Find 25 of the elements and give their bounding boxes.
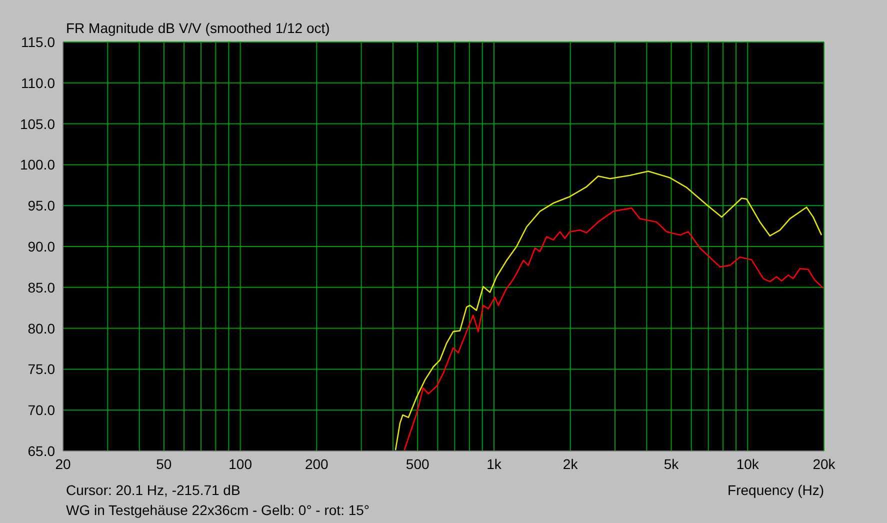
- y-tick-label: 65.0: [28, 442, 56, 459]
- x-tick-label: 10k: [736, 456, 760, 472]
- y-tick-label: 110.0: [21, 74, 56, 91]
- x-tick-label: 1k: [486, 456, 502, 472]
- y-tick-label: 95.0: [28, 198, 56, 214]
- y-tick-label: 85.0: [28, 279, 56, 296]
- y-tick-label: 105.0: [20, 116, 56, 132]
- x-axis-title: Frequency (Hz): [728, 482, 824, 498]
- x-tick-label: 2k: [562, 456, 579, 472]
- chart-title: FR Magnitude dB V/V (smoothed 1/12 oct): [66, 20, 330, 36]
- x-tick-label: 500: [406, 456, 430, 472]
- y-tick-label: 115.0: [21, 34, 56, 50]
- x-tick-label: 5k: [664, 456, 680, 472]
- y-tick-label: 75.0: [28, 361, 56, 378]
- text: WG in Testgehäuse 22x36cm - Gelb: 0° - rot: 15°: [66, 502, 370, 518]
- y-tick-label: 90.0: [28, 238, 56, 254]
- y-tick-label: 80.0: [28, 320, 56, 336]
- y-tick-label: 70.0: [28, 402, 56, 418]
- y-tick-label: 100.0: [20, 156, 56, 173]
- x-tick-label: 50: [156, 456, 172, 472]
- x-tick-label: 20k: [812, 456, 836, 472]
- x-tick-label: 200: [304, 456, 329, 472]
- x-tick-label: 20: [55, 456, 71, 472]
- text: Cursor: 20.1 Hz, -215.71 dB: [66, 482, 240, 498]
- x-tick-label: 100: [228, 456, 252, 472]
